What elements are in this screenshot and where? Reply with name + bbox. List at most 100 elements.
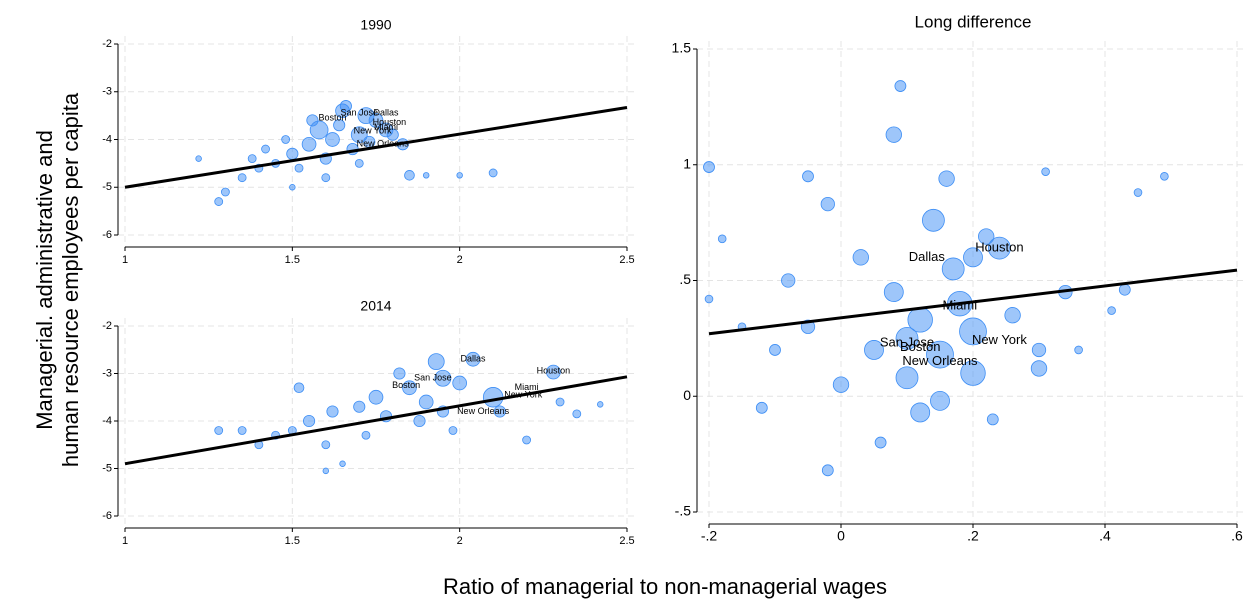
bubble	[214, 426, 224, 435]
city-label: New York	[504, 389, 543, 399]
bubble	[413, 414, 426, 428]
city-label: Houston	[537, 366, 571, 376]
city-label: Dallas	[909, 249, 946, 264]
bubble	[301, 136, 317, 152]
bubble	[325, 132, 340, 147]
x-tick-label: 1.5	[285, 535, 300, 547]
city-label: Boston	[900, 339, 940, 354]
bubble	[910, 402, 931, 423]
bubble	[350, 126, 368, 144]
city-label: San Jose	[880, 334, 934, 349]
fit-line	[708, 268, 1238, 336]
y-label: human resource employees per capita	[58, 92, 83, 467]
x-tick-label: 1	[122, 535, 128, 547]
bubble	[926, 340, 954, 369]
y-tick-label: -.5	[675, 503, 692, 519]
y-tick-label: 1	[683, 155, 691, 171]
y-tick-label: -2	[102, 38, 112, 50]
bubble	[333, 119, 346, 132]
bubble	[378, 122, 394, 138]
bubble	[922, 208, 945, 232]
x-label: Ratio of managerial to non-managerial wa…	[443, 574, 887, 599]
bubble	[883, 282, 904, 303]
y-tick-label: -3	[102, 367, 112, 379]
bubble	[1031, 342, 1047, 358]
y-tick-label: -2	[102, 320, 112, 332]
bubble	[422, 172, 430, 179]
fit-line	[124, 106, 628, 189]
bubble	[361, 430, 371, 440]
bubble	[895, 366, 919, 390]
bubble	[456, 172, 463, 179]
bubble	[321, 173, 331, 183]
bubble	[488, 168, 498, 178]
bubble	[1160, 172, 1169, 181]
bubble	[821, 464, 834, 477]
bubble	[321, 440, 331, 450]
city-label: San Jose	[414, 373, 452, 383]
bubble	[596, 401, 604, 408]
bubble	[195, 155, 202, 162]
bubble	[959, 317, 987, 346]
bubble	[988, 236, 1011, 260]
x-tick-label: .6	[1231, 528, 1243, 544]
bubble	[894, 80, 907, 92]
bubble	[452, 375, 467, 391]
x-tick-label: .4	[1099, 528, 1111, 544]
bubble	[214, 197, 224, 206]
bubble	[353, 400, 366, 413]
y-tick-label: -4	[102, 415, 112, 427]
bubble	[482, 387, 504, 408]
bubble	[237, 173, 247, 183]
x-tick-label: 0	[837, 528, 845, 544]
bubble	[572, 409, 582, 419]
bubble	[404, 170, 415, 181]
y-tick-label: -3	[102, 86, 112, 98]
bubble	[832, 376, 850, 393]
bubble	[448, 426, 458, 435]
bubble	[978, 228, 995, 245]
bubble	[303, 414, 316, 428]
city-label: Boston	[318, 112, 346, 122]
bubble	[769, 344, 781, 356]
bubble	[393, 367, 406, 380]
city-label: Miami	[374, 122, 398, 132]
y-tick-label: 1.5	[672, 40, 692, 56]
bubble	[434, 369, 452, 387]
y-tick-label: -5	[102, 462, 112, 474]
x-tick-label: 2.5	[619, 254, 634, 266]
x-tick-label: 1	[122, 254, 128, 266]
city-label: New York	[354, 125, 393, 135]
bubble	[555, 397, 565, 407]
bubble	[294, 163, 304, 173]
bubble	[289, 184, 296, 191]
bubble	[885, 126, 902, 143]
y-tick-label: -5	[102, 181, 112, 193]
bubble	[1118, 283, 1131, 296]
bubble	[465, 351, 481, 367]
x-tick-label: 2	[457, 254, 463, 266]
y-tick-label: .5	[679, 271, 691, 287]
bubble	[339, 460, 346, 467]
bubble	[874, 436, 887, 449]
panel-title: 1990	[360, 17, 391, 33]
panel-title: 2014	[360, 298, 391, 314]
y-tick-label: 0	[683, 387, 691, 403]
city-label: Dallas	[374, 108, 400, 118]
y-tick-label: -6	[102, 229, 112, 241]
bubble	[960, 360, 986, 386]
bubble	[237, 426, 247, 435]
bubble	[293, 382, 305, 394]
bubble	[281, 135, 291, 144]
city-label: New Orleans	[457, 406, 510, 416]
bubble	[802, 170, 814, 183]
bubble	[1004, 307, 1021, 324]
bubble	[368, 389, 384, 405]
bubble	[427, 353, 445, 371]
bubble	[220, 187, 230, 197]
fit-line	[124, 375, 628, 466]
city-label: Miami	[515, 382, 539, 392]
bubble	[261, 144, 270, 154]
